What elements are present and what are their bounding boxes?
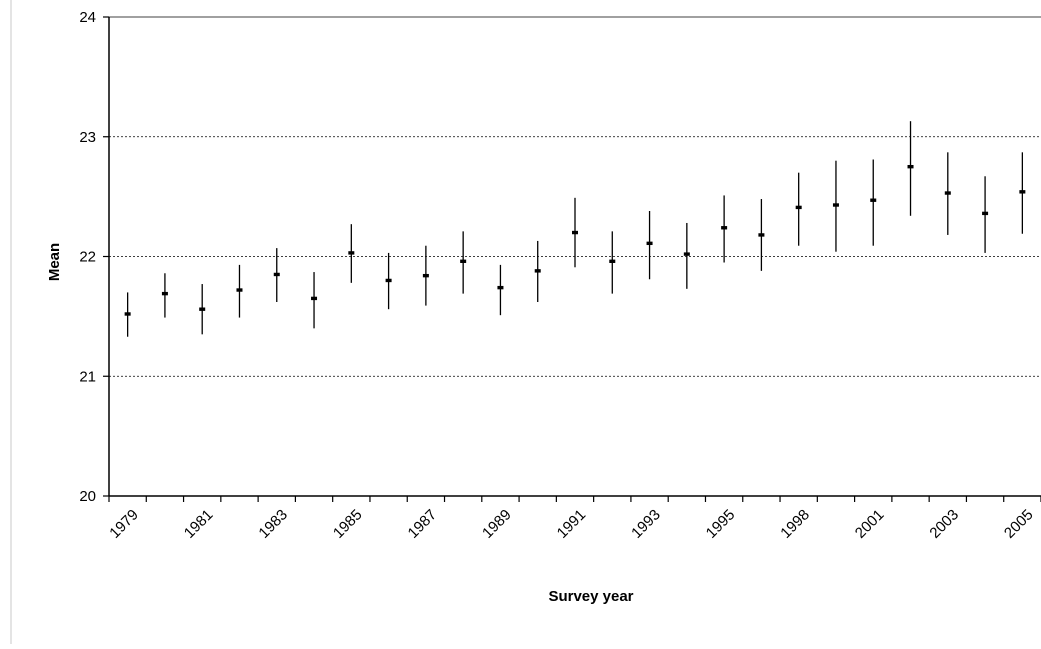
mean-marker-21 xyxy=(907,164,914,169)
x-tick-label-2001: 2001 xyxy=(852,506,888,542)
axes xyxy=(103,16,1041,502)
x-tick-labels: 1979 1981 1983 1985 1987 1989 1991 1993 1995 1998… xyxy=(106,506,1036,542)
mean-marker-23 xyxy=(982,211,989,216)
error-bars xyxy=(126,121,1024,337)
y-tick-label-24: 24 xyxy=(79,9,96,26)
mean-marker-9 xyxy=(460,259,467,263)
y-tick-label-23: 23 xyxy=(79,129,96,146)
mean-marker-14 xyxy=(646,241,653,246)
mean-markers xyxy=(124,164,1026,316)
y-tick-labels: 20 21 22 23 24 xyxy=(79,9,96,505)
mean-marker-11 xyxy=(534,269,541,273)
mean-marker-19 xyxy=(832,203,839,207)
mean-marker-15 xyxy=(683,252,690,256)
mean-marker-7 xyxy=(385,278,392,283)
x-tick-label-1989: 1989 xyxy=(479,506,515,542)
mean-marker-6 xyxy=(348,251,355,255)
mean-marker-10 xyxy=(497,285,504,290)
gridlines xyxy=(109,16,1041,377)
x-tick-label-1993: 1993 xyxy=(628,506,664,542)
mean-marker-22 xyxy=(944,191,951,195)
x-axis-title: Survey year xyxy=(548,588,633,605)
x-tick-label-1983: 1983 xyxy=(255,506,291,542)
x-tick-label-1998: 1998 xyxy=(777,506,813,542)
mean-marker-8 xyxy=(422,273,429,278)
mean-marker-18 xyxy=(795,205,802,210)
mean-marker-2 xyxy=(199,307,206,311)
mean-marker-16 xyxy=(721,226,728,230)
x-tick-label-1991: 1991 xyxy=(554,506,590,542)
y-axis-title: Mean xyxy=(46,243,63,281)
mean-marker-5 xyxy=(311,296,318,301)
x-tick-label-2005: 2005 xyxy=(1001,506,1037,542)
x-tick-label-1987: 1987 xyxy=(405,506,441,542)
mean-marker-20 xyxy=(870,198,877,202)
mean-marker-12 xyxy=(572,230,578,235)
x-tick-label-1979: 1979 xyxy=(106,506,142,542)
mean-marker-17 xyxy=(758,233,765,237)
mean-marker-0 xyxy=(124,312,131,316)
mean-marker-13 xyxy=(609,259,616,263)
x-tick-label-1981: 1981 xyxy=(181,506,217,542)
mean-marker-24 xyxy=(1019,190,1026,194)
y-tick-label-21: 21 xyxy=(79,368,96,385)
mean-marker-4 xyxy=(273,272,280,277)
mean-marker-1 xyxy=(161,291,168,296)
x-tick-label-1985: 1985 xyxy=(330,506,366,542)
y-tick-label-22: 22 xyxy=(79,249,96,266)
y-tick-label-20: 20 xyxy=(79,488,96,505)
x-tick-label-1995: 1995 xyxy=(703,506,739,542)
x-tick-label-2003: 2003 xyxy=(926,506,962,542)
mean-marker-3 xyxy=(236,288,243,292)
